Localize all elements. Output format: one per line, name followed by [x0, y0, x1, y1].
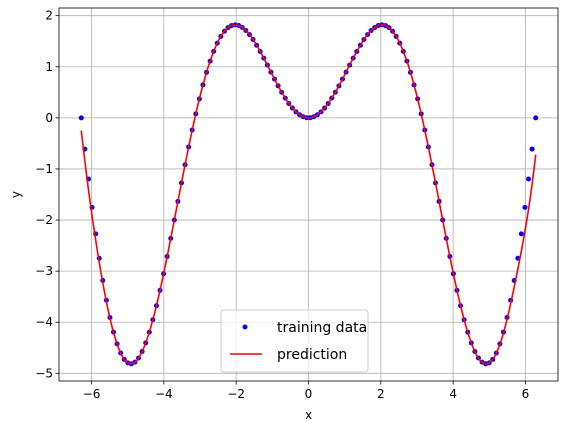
y-tick-label: −1: [35, 162, 53, 176]
prediction-line: [80, 24, 537, 365]
legend-box: [220, 309, 369, 373]
training-data-point: [533, 115, 539, 121]
ticks: −6 −4 −2 0 2 4 6 −5 −4 −3 −2 −1 0 1 2: [35, 9, 529, 401]
y-tick-label: −2: [35, 213, 53, 227]
y-tick-label: 0: [45, 111, 53, 125]
training-data-point: [522, 204, 528, 210]
y-tick-label: −3: [35, 264, 53, 278]
y-tick-label: 2: [45, 9, 53, 23]
y-tick-label: −4: [35, 315, 53, 329]
legend-label-training-data: training data: [277, 320, 367, 336]
y-tick-label: 1: [45, 60, 53, 74]
x-tick-label: 2: [377, 387, 385, 401]
training-data-point: [518, 231, 524, 237]
x-tick-label: 4: [449, 387, 457, 401]
training-data-point: [526, 176, 532, 182]
training-data-point: [529, 146, 535, 152]
x-tick-label: −4: [155, 387, 173, 401]
x-tick-label: −2: [227, 387, 245, 401]
data-layer: [78, 22, 539, 367]
training-data-point: [78, 115, 84, 121]
legend-marker-training-data: [242, 324, 248, 330]
x-axis-label: x: [305, 408, 312, 422]
legend-label-prediction: prediction: [277, 347, 347, 363]
x-tick-label: 0: [305, 387, 313, 401]
y-tick-label: −5: [35, 366, 53, 380]
y-axis-label: y: [9, 191, 23, 198]
x-tick-label: 6: [522, 387, 530, 401]
legend: training data prediction: [220, 309, 369, 373]
x-tick-label: −6: [83, 387, 101, 401]
